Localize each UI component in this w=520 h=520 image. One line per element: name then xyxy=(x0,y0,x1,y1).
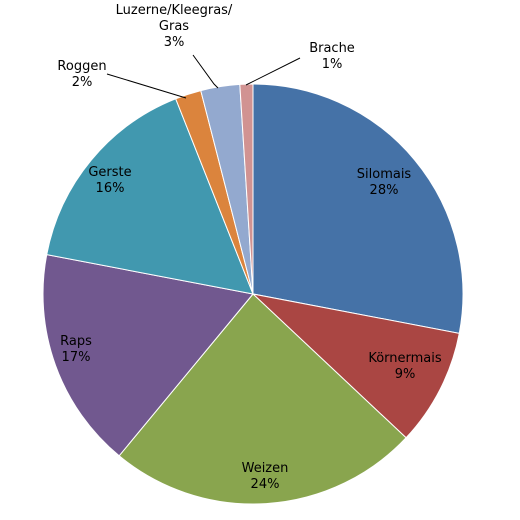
slice-name-label: Luzerne/Kleegras/ xyxy=(116,3,233,18)
slice-label-weizen: Weizen 24% xyxy=(242,461,289,492)
slice-label-silomais: Silomais 28% xyxy=(357,167,412,198)
leader-line-brache xyxy=(245,57,301,86)
slice-value-label: 1% xyxy=(322,57,343,72)
slice-name-label: Körnermais xyxy=(368,351,442,366)
pie-slice-koernermais xyxy=(251,293,460,439)
slice-value-label: 2% xyxy=(72,75,93,90)
slice-label-brache: Brache 1% xyxy=(309,41,355,72)
slice-label-gerste: Gerste 16% xyxy=(88,165,131,196)
slice-value-label: 17% xyxy=(62,350,91,365)
pie-slice-brache xyxy=(239,83,254,295)
slice-name-label: Raps xyxy=(60,334,92,349)
slice-value-label: 16% xyxy=(96,181,125,196)
pie-slice-gerste xyxy=(46,98,254,295)
slice-value-label: 24% xyxy=(251,477,280,492)
pie-slices xyxy=(42,83,464,505)
slice-label-koernermais: Körnermais 9% xyxy=(368,351,442,382)
slice-name-label: Gerste xyxy=(88,165,131,180)
slice-value-label: 9% xyxy=(395,367,416,382)
slice-name-label: Brache xyxy=(309,41,355,56)
slice-label-raps: Raps 17% xyxy=(60,334,92,365)
slice-label-luzerne-kleegras-gras: Luzerne/Kleegras/Gras 3% xyxy=(116,3,233,50)
leader-line-roggen xyxy=(106,73,187,99)
slice-value-label: 3% xyxy=(164,35,185,50)
slice-label-roggen: Roggen 2% xyxy=(57,59,106,90)
slice-name-label: Roggen xyxy=(57,59,106,74)
slice-labels: Silomais 28% Körnermais 9% Weizen 24% Raps 17% G… xyxy=(57,3,441,492)
pie-slice-raps xyxy=(42,254,254,457)
slice-name-label: Gras xyxy=(159,19,189,34)
leader-lines xyxy=(106,54,301,99)
leader-line-luzerne-kleegras-gras xyxy=(192,54,219,89)
pie-slice-silomais xyxy=(252,83,464,334)
slice-value-label: 28% xyxy=(370,183,399,198)
slice-name-label: Weizen xyxy=(242,461,289,476)
slice-name-label: Silomais xyxy=(357,167,412,182)
pie-slice-weizen xyxy=(118,293,407,505)
